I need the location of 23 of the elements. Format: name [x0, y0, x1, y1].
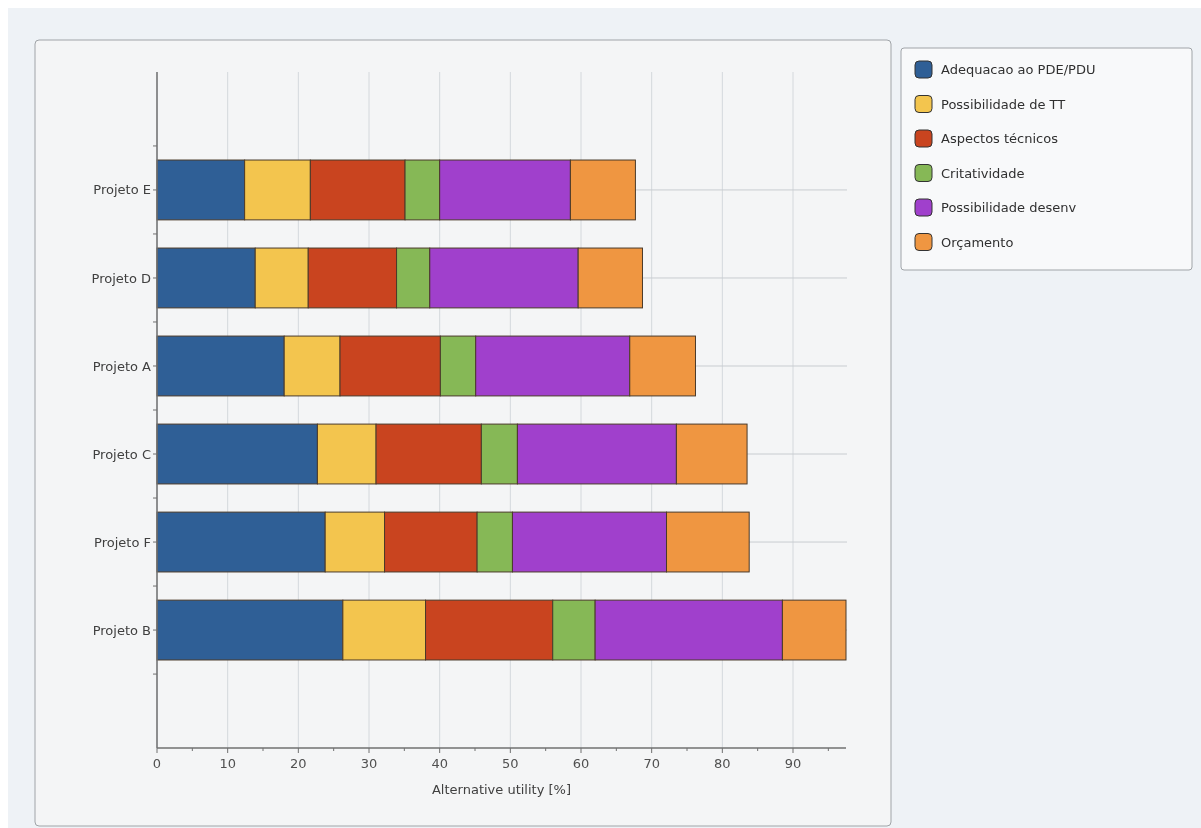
- x-tick-label: 40: [431, 756, 448, 771]
- x-tick-label: 60: [572, 756, 590, 771]
- x-tick-label: 90: [784, 756, 802, 771]
- legend-label: Adequacao ao PDE/PDU: [941, 62, 1096, 78]
- x-axis-title: Alternative utility [%]: [431, 782, 572, 797]
- y-tick-label: Projeto A: [92, 358, 152, 374]
- legend-label: Critatividade: [941, 165, 1025, 181]
- x-tick-label: 0: [152, 756, 162, 771]
- legend-label: Possibilidade desenv: [941, 200, 1077, 216]
- legend-label: Possibilidade de TT: [941, 96, 1066, 112]
- x-tick-label: 10: [219, 756, 236, 771]
- y-tick-label: Projeto B: [92, 622, 151, 638]
- legend-label: Orçamento: [941, 234, 1014, 250]
- y-tick-label: Projeto F: [94, 534, 151, 550]
- x-tick-label: 20: [290, 756, 307, 771]
- x-tick-label: 80: [714, 756, 731, 771]
- y-tick-label: Projeto C: [92, 446, 151, 462]
- y-tick-label: Projeto E: [93, 182, 151, 198]
- x-tick-label: 50: [502, 756, 519, 771]
- y-tick-label: Projeto D: [91, 270, 151, 286]
- x-tick-label: 70: [643, 756, 660, 771]
- x-tick-label: 30: [360, 756, 378, 771]
- legend-label: Aspectos técnicos: [941, 131, 1059, 147]
